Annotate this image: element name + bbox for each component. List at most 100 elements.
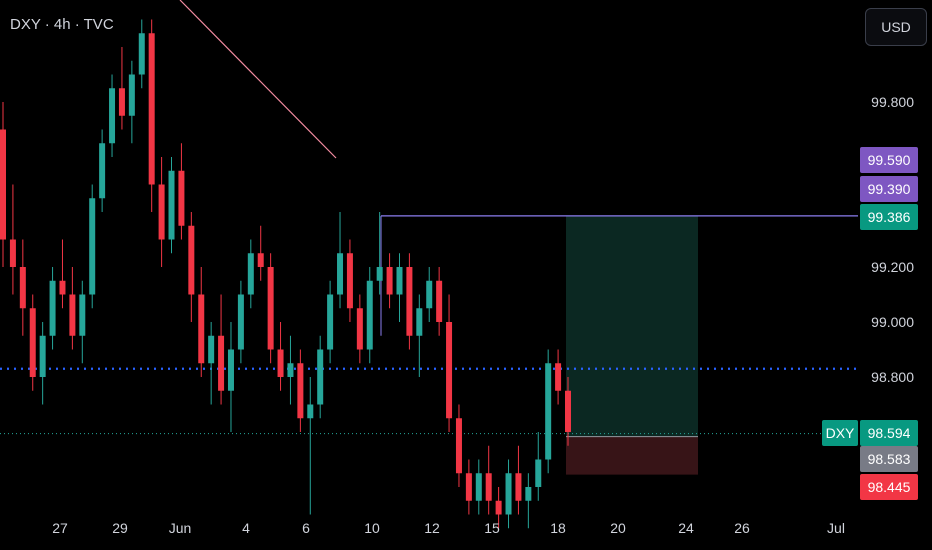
candle-body [158,184,165,240]
candle-body [297,363,304,419]
candle-body [446,322,453,419]
candle [356,294,363,364]
candle [535,432,542,501]
candle [0,102,6,267]
candle-body [218,335,225,391]
candle [208,322,215,405]
candle [188,212,195,322]
candle-body [475,473,482,501]
candle [109,74,116,157]
price-badge-target[interactable]: 99.386 [860,204,918,230]
candle [555,349,562,405]
x-tick-label: 27 [52,520,68,536]
candle-body [188,225,195,295]
candle [346,239,353,322]
candle-body [247,253,254,295]
x-tick-label: Jun [168,520,192,536]
candle [297,349,304,432]
currency-button[interactable]: USD [865,8,927,46]
candle-body [436,280,443,322]
loss-zone [566,436,698,475]
x-tick-label: Jul [827,520,845,536]
candle [337,212,344,309]
candle-body [406,267,413,336]
y-tick-label: 99.000 [871,314,914,330]
candle-body [49,280,56,336]
candle [128,60,135,144]
x-tick-label: 24 [678,520,694,536]
x-tick-label: 26 [734,520,750,536]
candle-body [79,294,86,336]
candle [317,335,324,419]
chart-lines [0,0,858,435]
candle-body [396,267,403,295]
x-tick-label: 18 [550,520,566,536]
price-badge-entry[interactable]: 98.583 [860,446,918,472]
candle [307,377,314,515]
candle [515,445,522,515]
candle [287,335,294,405]
candle [495,487,502,529]
candle [29,294,36,391]
candle-body [9,239,16,267]
candle-body [515,473,522,501]
y-tick-label: 98.800 [871,369,914,385]
candle [158,157,165,267]
candle-body [416,308,423,336]
candle [366,267,373,364]
candle [9,184,16,295]
candle [376,212,383,295]
x-tick-label: 15 [484,520,500,536]
candle-body [376,267,383,281]
candle-body [307,404,314,419]
candle [59,239,66,309]
price-badge-last[interactable]: 98.594 [860,420,918,446]
candle [118,47,125,130]
candle-body [257,253,264,267]
candle [257,225,264,281]
candle-body [39,335,46,377]
candle-body [267,267,274,350]
candle-body [287,363,294,377]
profit-zone [566,215,698,437]
candle [465,459,472,515]
candle-body [505,473,512,515]
candle-body [386,267,393,295]
candle-body [346,253,353,309]
candle [49,267,56,350]
candle [525,473,532,529]
candle [19,239,26,336]
candle [148,19,155,212]
candle [39,322,46,405]
candle-body [565,390,571,432]
x-tick-label: 12 [424,520,440,536]
candle [396,253,403,322]
price-badge-alert-1[interactable]: 99.590 [860,147,918,173]
candle [138,19,145,89]
candle-body [29,308,36,377]
candle-body [198,294,205,364]
candle [267,253,274,364]
candle-body [535,459,542,487]
candle-body [366,280,373,350]
candle-body [495,500,502,515]
symbol-badge: DXY [822,420,858,446]
symbol-title: DXY · 4h · TVC [10,16,114,33]
candle [247,239,254,309]
price-badge-stop[interactable]: 98.445 [860,474,918,500]
price-badge-alert-2[interactable]: 99.390 [860,176,918,202]
candles [0,19,571,529]
candle-body [208,335,215,364]
candle-body [485,473,492,501]
candle [79,280,86,364]
trend-line [179,0,337,159]
y-tick-label: 99.800 [871,94,914,110]
candle-body [356,308,363,350]
candle [277,322,284,391]
candle-body [0,129,6,240]
position-zones [566,215,698,475]
candle [218,294,225,405]
candle [69,267,76,350]
candle-body [545,363,552,460]
